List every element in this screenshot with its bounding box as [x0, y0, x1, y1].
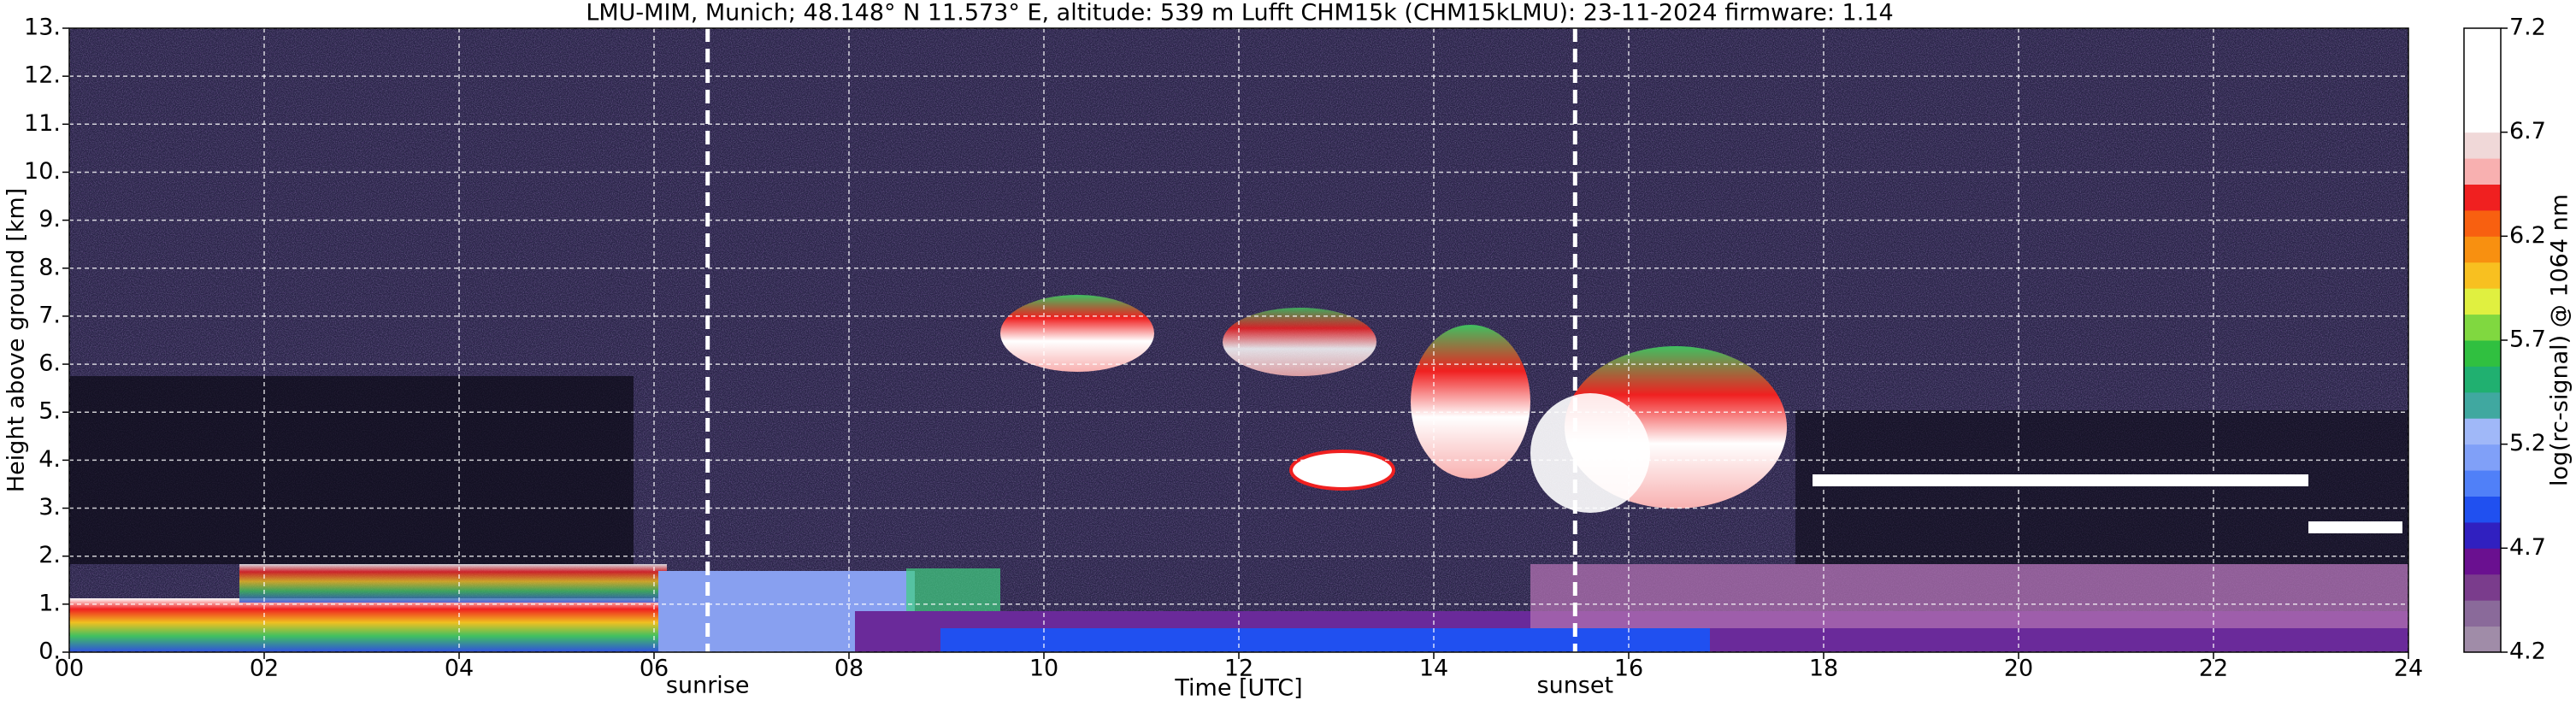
x-tick-label: 16 [1614, 656, 1643, 682]
colorbar-swatch [2464, 132, 2501, 159]
colorbar-swatch [2464, 391, 2501, 419]
x-tick-label: 00 [55, 656, 84, 682]
colorbar-swatch [2464, 236, 2501, 263]
chart-title: LMU-MIM, Munich; 48.148° N 11.573° E, al… [586, 0, 1893, 26]
x-tick-label: 08 [834, 656, 864, 682]
colorbar-swatch [2464, 262, 2501, 289]
y-tick-label: 12. [24, 62, 61, 89]
y-tick-label: 4. [38, 446, 61, 473]
colorbar-tick-label: 6.7 [2509, 118, 2546, 144]
annotation-label: sunrise [666, 673, 750, 699]
colorbar-swatch [2464, 574, 2501, 601]
y-tick-label: 1. [38, 590, 61, 616]
colorbar-label: log(rc-signal) @ 1064 nm [2547, 194, 2573, 486]
x-tick-label: 10 [1029, 656, 1058, 682]
y-tick-label: 0. [38, 638, 61, 665]
y-axis-label: Height above ground [km] [3, 188, 30, 492]
colorbar-tick-label: 6.2 [2509, 222, 2546, 249]
colorbar-swatch [2464, 209, 2501, 237]
axes: 0. 1. 2. 3. 4. 5. 6. 7. 8. 9. 10. 11. 12. 13. 00 02 04 06… [24, 15, 2546, 699]
colorbar-tick-label: 4.7 [2509, 534, 2546, 561]
x-tick-label: 20 [2004, 656, 2033, 682]
colorbar-swatch [2464, 470, 2501, 497]
colorbar-swatch [2464, 106, 2501, 133]
y-tick-label: 5. [38, 398, 61, 425]
x-tick-label: 18 [1809, 656, 1838, 682]
colorbar-swatch [2464, 366, 2501, 393]
colorbar-swatch [2464, 340, 2501, 367]
colorbar-swatch [2464, 444, 2501, 471]
colorbar-swatch [2464, 184, 2501, 211]
colorbar-swatch [2464, 418, 2501, 445]
colorbar-swatch [2464, 54, 2501, 81]
x-tick-label: 24 [2394, 656, 2423, 682]
colorbar-swatch [2464, 548, 2501, 575]
y-tick-label: 3. [38, 494, 61, 521]
x-tick-label: 02 [250, 656, 279, 682]
x-tick-label: 12 [1224, 656, 1253, 682]
colorbar-swatch [2464, 521, 2501, 549]
colorbar-swatch [2464, 626, 2501, 653]
colorbar-tick-label: 5.7 [2509, 327, 2546, 353]
colorbar-swatch [2464, 28, 2501, 55]
x-tick-label: 04 [445, 656, 474, 682]
x-tick-label: 14 [1419, 656, 1448, 682]
colorbar-swatch [2464, 600, 2501, 627]
y-tick-label: 6. [38, 350, 61, 377]
annotation-label: sunset [1537, 673, 1614, 699]
x-tick-label: 06 [640, 656, 669, 682]
colorbar-tick-label: 5.2 [2509, 430, 2546, 456]
colorbar-swatch [2464, 288, 2501, 315]
plot-frame [68, 27, 2409, 653]
x-axis-label: Time [UTC] [1174, 675, 1302, 702]
colorbar-swatch [2464, 158, 2501, 185]
colorbar-tick-label: 7.2 [2509, 15, 2546, 41]
colorbar-swatch [2464, 314, 2501, 341]
colorbar-swatch [2464, 496, 2501, 523]
y-tick-label: 11. [24, 110, 61, 137]
x-tick-label: 22 [2199, 656, 2228, 682]
colorbar-tick-label: 4.2 [2509, 638, 2546, 665]
colorbar-swatch [2464, 79, 2501, 107]
y-tick-label: 10. [24, 158, 61, 185]
y-tick-label: 9. [38, 206, 61, 232]
y-tick-label: 7. [38, 302, 61, 328]
y-tick-label: 13. [24, 15, 61, 41]
y-tick-label: 2. [38, 542, 61, 568]
y-tick-label: 8. [38, 254, 61, 280]
